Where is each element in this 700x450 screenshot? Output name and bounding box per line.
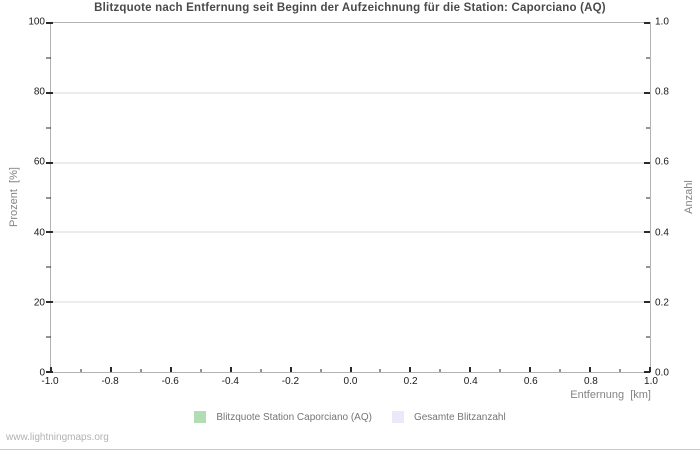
- y-axis-minor-tick: [646, 197, 650, 198]
- y-tick-label: 80: [33, 86, 45, 98]
- x-axis-minor-tick: [439, 369, 441, 372]
- legend-label: Blitzquote Station Caporciano (AQ): [216, 411, 372, 423]
- x-axis-major-tick: [229, 367, 232, 372]
- x-axis-major-tick: [169, 367, 172, 372]
- gridline: [51, 162, 650, 164]
- x-tick-labels: -1.0 -0.8 -0.6 -0.4 -0.2 0.0 0.2 0.4 0.6 0.8 1.0: [41, 376, 658, 389]
- y-axis-major-tick: [46, 22, 53, 24]
- x-tick-label: 0.8: [583, 376, 598, 387]
- x-tick-label: -0.6: [161, 376, 179, 387]
- y-axis-major-tick: [46, 231, 53, 234]
- x-axis-minor-tick: [140, 369, 142, 372]
- x-axis-major-tick: [529, 367, 532, 372]
- y-axis-major-tick: [644, 22, 650, 24]
- x-tick-label: -0.4: [221, 376, 239, 387]
- x-axis-major-tick: [469, 367, 472, 372]
- y-axis-minor-tick: [46, 127, 51, 129]
- x-axis-major-tick: [349, 367, 352, 372]
- y-axis-major-tick: [644, 371, 650, 373]
- y-axis-minor-tick: [646, 336, 650, 338]
- x-axis-major-tick: [589, 367, 592, 372]
- x-axis-major-tick: [109, 367, 112, 372]
- y-tick-label: 0: [39, 367, 45, 379]
- gridline: [51, 92, 650, 94]
- y-axis-minor-tick: [46, 197, 51, 198]
- x-axis-major-tick: [50, 367, 52, 372]
- y-tick-label: 0.8: [655, 86, 669, 98]
- x-axis-minor-tick: [619, 369, 621, 372]
- x-tick-label: -0.2: [281, 376, 300, 387]
- y-axis-minor-tick: [46, 266, 51, 268]
- x-axis-major-tick: [409, 367, 412, 372]
- y-tick-label: 0.6: [655, 156, 669, 168]
- y-axis-minor-tick: [46, 336, 51, 338]
- y-axis-minor-tick: [646, 266, 650, 268]
- x-axis-label: Entfernung [km]: [570, 389, 651, 401]
- legend-item-blitzquote: Blitzquote Station Caporciano (AQ): [194, 411, 372, 423]
- x-axis-minor-tick: [80, 369, 82, 372]
- y-tick-label: 60: [33, 156, 45, 168]
- x-axis-minor-tick: [260, 369, 262, 372]
- gridline: [51, 231, 650, 233]
- x-axis-minor-tick: [379, 369, 381, 372]
- x-tick-label: -1.0: [41, 376, 59, 387]
- y-tick-label: 100: [28, 16, 45, 28]
- y-axis-major-tick: [644, 231, 650, 234]
- y-axis-major-tick: [46, 371, 53, 373]
- x-axis-major-tick: [289, 367, 292, 372]
- x-tick-label: 1.0: [644, 376, 658, 387]
- y-axis-minor-tick: [646, 127, 650, 129]
- y-right-tick-labels: 0.0 0.2 0.4 0.6 0.8 1.0: [655, 17, 695, 379]
- x-tick-label: 0.6: [523, 376, 538, 387]
- plot-area: [46, 22, 651, 373]
- x-tick-label: 0.0: [343, 376, 358, 387]
- y-tick-label: 0.2: [655, 297, 669, 309]
- legend-label: Gesamte Blitzanzahl: [413, 411, 506, 423]
- x-tick-label: 0.2: [403, 376, 418, 387]
- chart-title: Blitzquote nach Entfernung seit Beginn d…: [94, 2, 606, 14]
- legend-swatch-green: [194, 411, 207, 423]
- gridline: [51, 301, 650, 303]
- y-left-tick-labels: 0 20 40 60 80 100: [0, 17, 45, 379]
- y-tick-label: 1.0: [655, 16, 669, 28]
- y-tick-label: 0.4: [655, 227, 669, 239]
- watermark-link: www.lightningmaps.org: [6, 432, 109, 443]
- y-axis-minor-tick: [46, 57, 51, 59]
- y-axis-major-tick: [46, 91, 53, 94]
- y-tick-label: 40: [33, 227, 45, 239]
- x-axis-minor-tick: [499, 369, 501, 372]
- y-axis-major-tick: [46, 301, 53, 304]
- y-axis-label-right: Anzahl: [683, 180, 695, 214]
- y-axis-label-left: Prozent [%]: [8, 167, 20, 227]
- y-axis-major-tick: [644, 91, 650, 94]
- y-tick-label: 0.0: [655, 367, 669, 379]
- legend-swatch-lavender: [391, 411, 404, 423]
- y-axis-major-tick: [644, 161, 650, 164]
- x-axis-major-tick: [649, 367, 651, 372]
- x-axis-minor-tick: [559, 369, 561, 372]
- x-axis-minor-tick: [320, 369, 322, 372]
- y-axis-minor-tick: [646, 57, 650, 59]
- x-tick-label: 0.4: [463, 376, 478, 387]
- x-axis-minor-tick: [200, 369, 202, 372]
- y-tick-label: 20: [33, 297, 45, 309]
- legend: Blitzquote Station Caporciano (AQ) Gesam…: [0, 409, 700, 425]
- y-axis-major-tick: [46, 161, 53, 164]
- x-tick-label: -0.8: [101, 376, 119, 387]
- y-axis-major-tick: [644, 301, 650, 304]
- legend-item-gesamte: Gesamte Blitzanzahl: [391, 411, 506, 423]
